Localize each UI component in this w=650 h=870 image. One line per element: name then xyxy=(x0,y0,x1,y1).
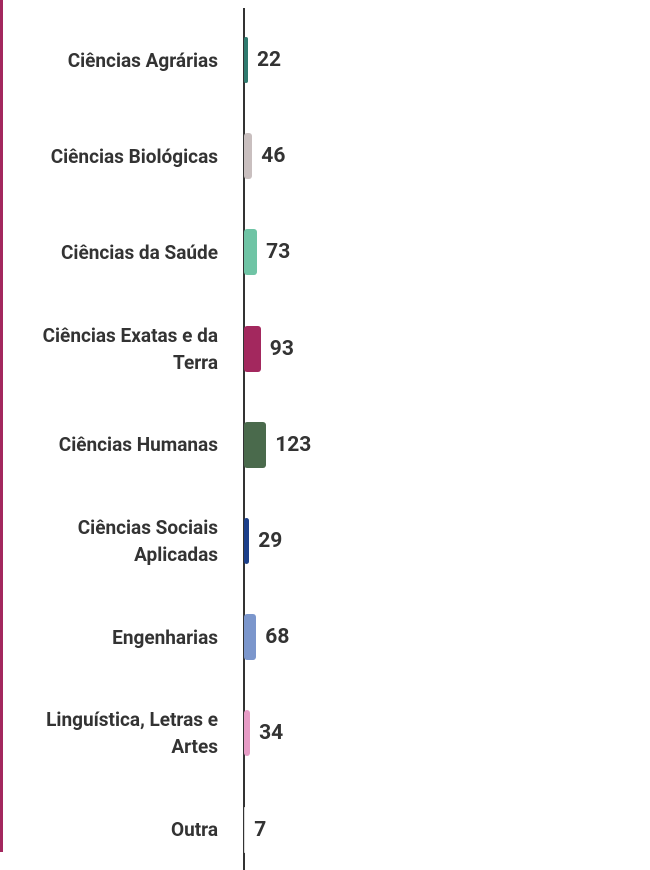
bar xyxy=(244,325,261,372)
category-label: Ciências Biológicas xyxy=(50,144,218,168)
value-label: 68 xyxy=(265,625,290,650)
value-label: 93 xyxy=(269,336,294,361)
bar xyxy=(244,229,258,276)
category-label: Ciências Humanas xyxy=(58,433,218,457)
category-label: Ciências da Saúde xyxy=(60,240,218,264)
panel-border xyxy=(0,0,3,852)
bar xyxy=(244,710,251,757)
value-label: 46 xyxy=(261,144,286,169)
value-label: 34 xyxy=(259,721,284,746)
value-label: 29 xyxy=(258,529,283,553)
category-label: Linguística, Letras e Artes xyxy=(46,708,218,759)
value-label: 123 xyxy=(275,432,312,457)
bar xyxy=(244,421,267,468)
category-label: Ciências Sociais Aplicadas xyxy=(77,516,218,566)
value-label: 22 xyxy=(256,48,282,72)
bar xyxy=(244,37,248,83)
bar xyxy=(244,614,257,661)
value-label: 7 xyxy=(254,817,267,842)
value-label: 73 xyxy=(266,240,291,265)
bar xyxy=(244,806,246,853)
bar xyxy=(244,133,253,180)
category-label: Outra xyxy=(171,818,218,842)
category-label: Engenharias xyxy=(112,625,218,649)
category-label: Ciências Agrárias xyxy=(67,48,218,72)
bar xyxy=(244,518,250,564)
category-label: Ciências Exatas e da Terra xyxy=(42,323,218,374)
